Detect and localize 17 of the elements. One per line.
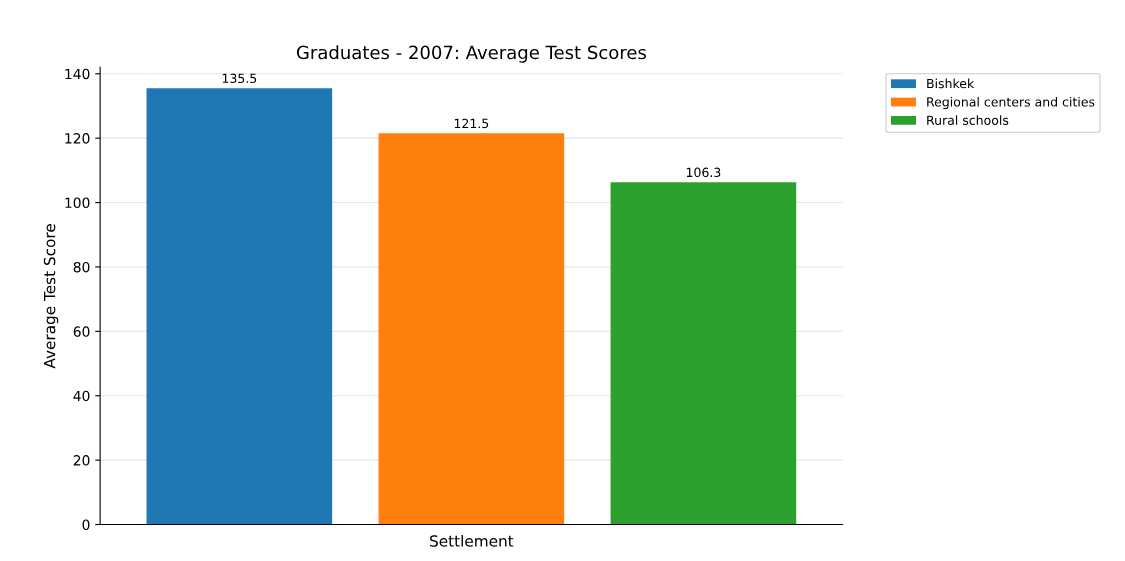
legend-label: Regional centers and cities xyxy=(927,96,1095,110)
y-tick-label: 20 xyxy=(73,455,90,466)
y-tick-label: 60 xyxy=(73,326,90,337)
y-tick-label: 100 xyxy=(65,197,90,209)
chart-title: Graduates - 2007: Average Test Scores xyxy=(296,45,646,63)
y-tick-label: 80 xyxy=(73,261,90,273)
data-label: 121.5 xyxy=(454,118,489,129)
y-tick-label: 0 xyxy=(82,519,90,531)
data-label: 106.3 xyxy=(686,167,721,178)
y-tick-label: 40 xyxy=(73,390,90,402)
y-tick-label: 120 xyxy=(65,133,90,144)
legend-label: Bishkek xyxy=(927,78,975,89)
data-label: 135.5 xyxy=(222,73,257,84)
legend-label: Rural schools xyxy=(927,115,1009,125)
y-tick-label: 140 xyxy=(65,68,90,80)
x-axis-title: Settlement xyxy=(430,534,514,547)
y-axis-title: Average Test Score xyxy=(43,224,59,369)
